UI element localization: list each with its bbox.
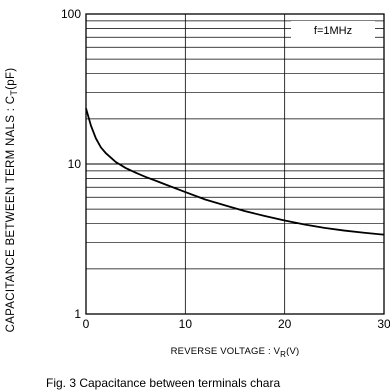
- y-tick-label: 100: [61, 7, 81, 21]
- plot-frame: [85, 13, 385, 315]
- x-tick-label: 20: [278, 317, 292, 331]
- x-tick-label: 0: [83, 317, 90, 331]
- tick-labels: 0 10 20 30 1 10 100: [61, 7, 390, 331]
- y-tick-label: 1: [74, 307, 81, 321]
- x-tick-label: 30: [377, 317, 390, 331]
- grid: [86, 14, 384, 314]
- frequency-annotation: f=1MHz: [314, 25, 352, 37]
- figure-caption: Fig. 3 Capacitance between terminals cha…: [46, 376, 280, 390]
- y-tick-label: 10: [68, 157, 82, 171]
- x-axis-label: REVERSE VOLTAGE : VR(V): [171, 346, 300, 359]
- capacitance-curve: [85, 108, 385, 236]
- y-axis-label: CAPACITANCE BETWEEN TERM NALS : CT(pF): [5, 68, 19, 333]
- x-tick-label: 10: [179, 317, 193, 331]
- annotation-box: [291, 21, 375, 39]
